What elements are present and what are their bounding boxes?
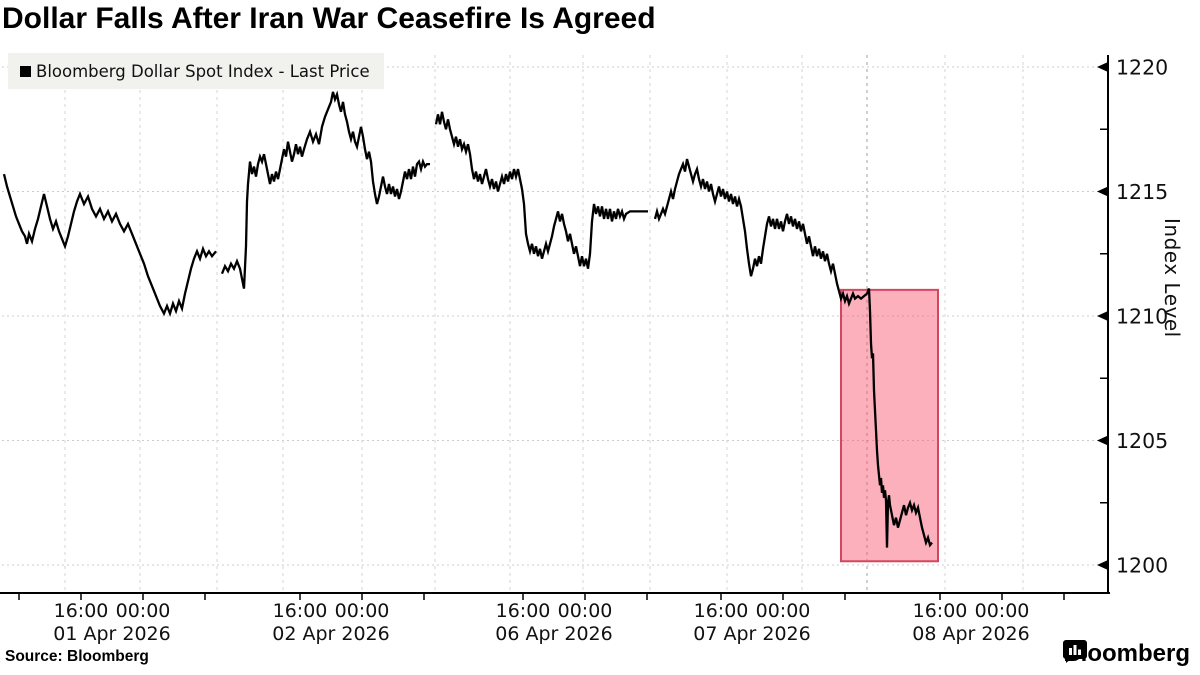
bloomberg-bars-icon (1063, 640, 1088, 663)
y-axis-title: Index Level (1160, 218, 1184, 338)
legend-box: Bloomberg Dollar Spot Index - Last Price (8, 53, 384, 89)
price-line-segment (2, 173, 217, 317)
y-axis-tick-arrow (1097, 311, 1108, 321)
price-line-segment (653, 158, 933, 548)
y-axis-tick-arrow (1097, 186, 1108, 197)
price-line-segment (220, 90, 430, 289)
y-axis-tick-label: 1205 (1116, 429, 1168, 453)
price-line-segment (434, 111, 648, 269)
y-axis-tick-label: 1215 (1116, 180, 1168, 204)
highlight-region (840, 288, 939, 563)
y-axis-tick-label: 1200 (1116, 554, 1168, 578)
y-axis-tick-arrow (1097, 435, 1108, 446)
y-axis-tick-label: 1220 (1116, 56, 1168, 80)
legend-series-label: Bloomberg Dollar Spot Index - Last Price (36, 61, 370, 81)
legend-series-marker (20, 65, 31, 77)
page-title: Dollar Falls After Iran War Ceasefire Is… (2, 2, 656, 35)
y-axis-tick-arrow (1097, 62, 1108, 72)
y-axis-tick-label: 1210 (1116, 305, 1168, 329)
source-note: Source: Bloomberg (5, 648, 149, 665)
y-axis-tick-arrow (1097, 560, 1108, 570)
bloomberg-brandmark: Bloomberg (1063, 640, 1190, 668)
